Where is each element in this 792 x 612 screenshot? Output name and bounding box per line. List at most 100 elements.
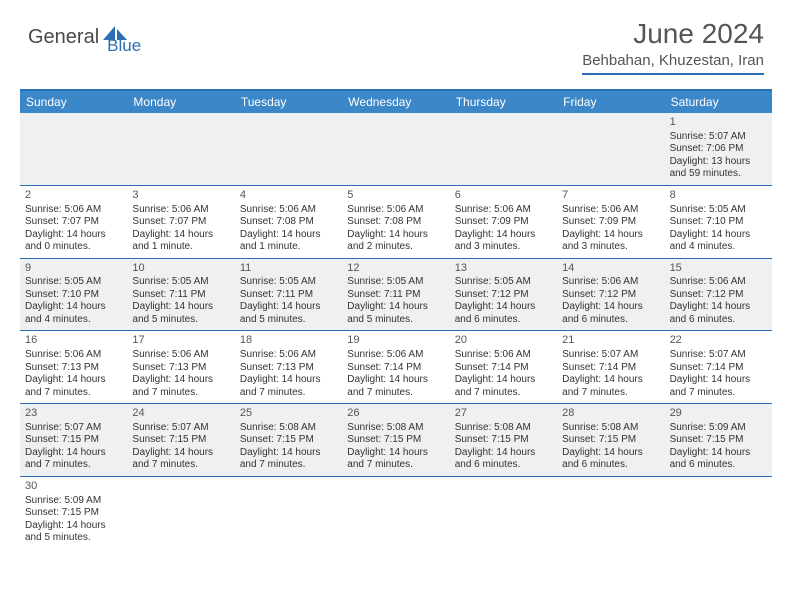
calendar-day: 28Sunrise: 5:08 AMSunset: 7:15 PMDayligh… [557, 404, 664, 476]
sunset-line: Sunset: 7:14 PM [455, 362, 552, 375]
calendar-day: 27Sunrise: 5:08 AMSunset: 7:15 PMDayligh… [450, 404, 557, 476]
calendar-day: 25Sunrise: 5:08 AMSunset: 7:15 PMDayligh… [235, 404, 342, 476]
daylight-line: Daylight: 14 hours and 0 minutes. [25, 229, 122, 254]
sunrise-line: Sunrise: 5:05 AM [25, 276, 122, 289]
sunrise-line: Sunrise: 5:09 AM [670, 422, 767, 435]
daylight-line: Daylight: 13 hours and 59 minutes. [670, 156, 767, 181]
sunset-line: Sunset: 7:15 PM [562, 434, 659, 447]
sunset-line: Sunset: 7:09 PM [455, 216, 552, 229]
calendar-day: 18Sunrise: 5:06 AMSunset: 7:13 PMDayligh… [235, 331, 342, 403]
sunset-line: Sunset: 7:13 PM [240, 362, 337, 375]
day-number: 16 [25, 334, 122, 348]
calendar-day: 8Sunrise: 5:05 AMSunset: 7:10 PMDaylight… [665, 186, 772, 258]
day-number: 21 [562, 334, 659, 348]
daylight-line: Daylight: 14 hours and 4 minutes. [670, 229, 767, 254]
sunset-line: Sunset: 7:12 PM [670, 289, 767, 302]
sunrise-line: Sunrise: 5:08 AM [562, 422, 659, 435]
day-number: 13 [455, 262, 552, 276]
calendar-day-blank [665, 477, 772, 549]
daylight-line: Daylight: 14 hours and 6 minutes. [562, 301, 659, 326]
weekday-header-row: SundayMondayTuesdayWednesdayThursdayFrid… [20, 91, 772, 113]
calendar-week: 16Sunrise: 5:06 AMSunset: 7:13 PMDayligh… [20, 331, 772, 404]
daylight-line: Daylight: 14 hours and 5 minutes. [240, 301, 337, 326]
calendar-day: 24Sunrise: 5:07 AMSunset: 7:15 PMDayligh… [127, 404, 234, 476]
calendar-day: 20Sunrise: 5:06 AMSunset: 7:14 PMDayligh… [450, 331, 557, 403]
calendar-day: 5Sunrise: 5:06 AMSunset: 7:08 PMDaylight… [342, 186, 449, 258]
sunset-line: Sunset: 7:15 PM [25, 507, 122, 520]
calendar-day: 12Sunrise: 5:05 AMSunset: 7:11 PMDayligh… [342, 259, 449, 331]
calendar-week: 30Sunrise: 5:09 AMSunset: 7:15 PMDayligh… [20, 477, 772, 549]
daylight-line: Daylight: 14 hours and 7 minutes. [240, 447, 337, 472]
daylight-line: Daylight: 14 hours and 5 minutes. [25, 520, 122, 545]
sunrise-line: Sunrise: 5:06 AM [562, 204, 659, 217]
sunset-line: Sunset: 7:06 PM [670, 143, 767, 156]
calendar-day-blank [557, 477, 664, 549]
day-number: 3 [132, 189, 229, 203]
daylight-line: Daylight: 14 hours and 6 minutes. [670, 447, 767, 472]
sunrise-line: Sunrise: 5:07 AM [25, 422, 122, 435]
day-number: 7 [562, 189, 659, 203]
sunrise-line: Sunrise: 5:06 AM [132, 204, 229, 217]
day-number: 11 [240, 262, 337, 276]
sunset-line: Sunset: 7:08 PM [240, 216, 337, 229]
day-number: 17 [132, 334, 229, 348]
calendar-day-blank [450, 113, 557, 185]
calendar-day: 16Sunrise: 5:06 AMSunset: 7:13 PMDayligh… [20, 331, 127, 403]
calendar-day: 15Sunrise: 5:06 AMSunset: 7:12 PMDayligh… [665, 259, 772, 331]
title-block: June 2024 Behbahan, Khuzestan, Iran [582, 18, 764, 75]
sunset-line: Sunset: 7:13 PM [25, 362, 122, 375]
daylight-line: Daylight: 14 hours and 6 minutes. [670, 301, 767, 326]
sunrise-line: Sunrise: 5:06 AM [132, 349, 229, 362]
calendar-day: 17Sunrise: 5:06 AMSunset: 7:13 PMDayligh… [127, 331, 234, 403]
daylight-line: Daylight: 14 hours and 7 minutes. [455, 374, 552, 399]
logo-text-blue: Blue [107, 36, 141, 56]
day-number: 15 [670, 262, 767, 276]
day-number: 29 [670, 407, 767, 421]
sunrise-line: Sunrise: 5:08 AM [455, 422, 552, 435]
calendar-day: 21Sunrise: 5:07 AMSunset: 7:14 PMDayligh… [557, 331, 664, 403]
sunset-line: Sunset: 7:07 PM [25, 216, 122, 229]
calendar-week: 9Sunrise: 5:05 AMSunset: 7:10 PMDaylight… [20, 259, 772, 332]
logo-text-general: General [28, 26, 99, 49]
header: General Blue June 2024 Behbahan, Khuzest… [0, 0, 792, 83]
sunrise-line: Sunrise: 5:05 AM [240, 276, 337, 289]
calendar-day: 3Sunrise: 5:06 AMSunset: 7:07 PMDaylight… [127, 186, 234, 258]
daylight-line: Daylight: 14 hours and 7 minutes. [25, 447, 122, 472]
weekday-header: Monday [127, 91, 234, 113]
daylight-line: Daylight: 14 hours and 7 minutes. [132, 447, 229, 472]
calendar-day-blank [450, 477, 557, 549]
sunrise-line: Sunrise: 5:06 AM [455, 349, 552, 362]
sunset-line: Sunset: 7:15 PM [132, 434, 229, 447]
day-number: 14 [562, 262, 659, 276]
sunrise-line: Sunrise: 5:05 AM [132, 276, 229, 289]
sunrise-line: Sunrise: 5:08 AM [347, 422, 444, 435]
sunrise-line: Sunrise: 5:05 AM [670, 204, 767, 217]
calendar-day-blank [127, 113, 234, 185]
sunrise-line: Sunrise: 5:07 AM [670, 349, 767, 362]
calendar-day: 11Sunrise: 5:05 AMSunset: 7:11 PMDayligh… [235, 259, 342, 331]
daylight-line: Daylight: 14 hours and 2 minutes. [347, 229, 444, 254]
month-title: June 2024 [582, 18, 764, 50]
day-number: 24 [132, 407, 229, 421]
daylight-line: Daylight: 14 hours and 7 minutes. [240, 374, 337, 399]
calendar-week: 23Sunrise: 5:07 AMSunset: 7:15 PMDayligh… [20, 404, 772, 477]
calendar-day: 14Sunrise: 5:06 AMSunset: 7:12 PMDayligh… [557, 259, 664, 331]
day-number: 20 [455, 334, 552, 348]
calendar-day: 4Sunrise: 5:06 AMSunset: 7:08 PMDaylight… [235, 186, 342, 258]
calendar-week: 2Sunrise: 5:06 AMSunset: 7:07 PMDaylight… [20, 186, 772, 259]
calendar-day-blank [557, 113, 664, 185]
day-number: 12 [347, 262, 444, 276]
day-number: 18 [240, 334, 337, 348]
logo: General Blue [28, 18, 141, 56]
calendar-day: 29Sunrise: 5:09 AMSunset: 7:15 PMDayligh… [665, 404, 772, 476]
calendar-week: 1Sunrise: 5:07 AMSunset: 7:06 PMDaylight… [20, 113, 772, 186]
sunset-line: Sunset: 7:15 PM [240, 434, 337, 447]
sunset-line: Sunset: 7:11 PM [132, 289, 229, 302]
daylight-line: Daylight: 14 hours and 6 minutes. [455, 447, 552, 472]
day-number: 10 [132, 262, 229, 276]
calendar: SundayMondayTuesdayWednesdayThursdayFrid… [20, 89, 772, 549]
location-text: Behbahan, Khuzestan, Iran [582, 52, 764, 75]
day-number: 5 [347, 189, 444, 203]
daylight-line: Daylight: 14 hours and 7 minutes. [347, 374, 444, 399]
daylight-line: Daylight: 14 hours and 3 minutes. [562, 229, 659, 254]
